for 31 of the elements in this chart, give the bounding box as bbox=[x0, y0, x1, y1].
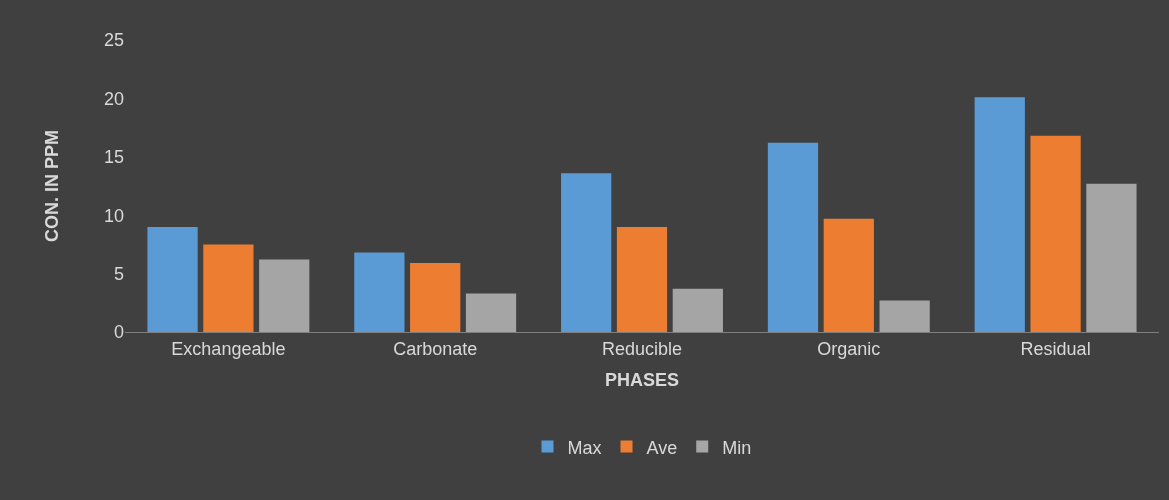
bar bbox=[561, 173, 612, 332]
legend-label: Ave bbox=[646, 437, 678, 458]
x-axis-title: PHASES bbox=[604, 369, 680, 390]
legend-label: Min bbox=[722, 437, 752, 458]
x-tick-label: Organic bbox=[817, 338, 881, 359]
y-tick-label: 10 bbox=[103, 205, 124, 226]
bar bbox=[767, 142, 819, 332]
y-tick-label: 0 bbox=[113, 322, 124, 343]
bar bbox=[823, 218, 874, 332]
x-tick-label: Exchangeable bbox=[171, 338, 286, 359]
legend-label: Max bbox=[567, 437, 602, 458]
y-axis-title: CON. IN PPM bbox=[42, 129, 63, 243]
bar bbox=[879, 300, 930, 332]
bar bbox=[1030, 135, 1081, 332]
bar bbox=[672, 288, 723, 332]
y-tick-label: 20 bbox=[103, 88, 124, 109]
bar bbox=[616, 226, 668, 332]
x-tick-label: Reducible bbox=[601, 338, 683, 359]
y-tick-label: 25 bbox=[103, 30, 124, 51]
bar bbox=[465, 293, 517, 332]
bar bbox=[354, 252, 405, 332]
bar bbox=[1086, 183, 1137, 332]
x-tick-label: Residual bbox=[1020, 338, 1091, 359]
bar bbox=[974, 97, 1025, 332]
bar bbox=[410, 263, 461, 332]
y-tick-label: 5 bbox=[113, 263, 124, 284]
bar bbox=[259, 259, 310, 332]
x-tick-label: Carbonate bbox=[393, 338, 478, 359]
bar bbox=[203, 244, 254, 332]
bar bbox=[147, 226, 198, 332]
y-tick-label: 15 bbox=[103, 147, 124, 168]
